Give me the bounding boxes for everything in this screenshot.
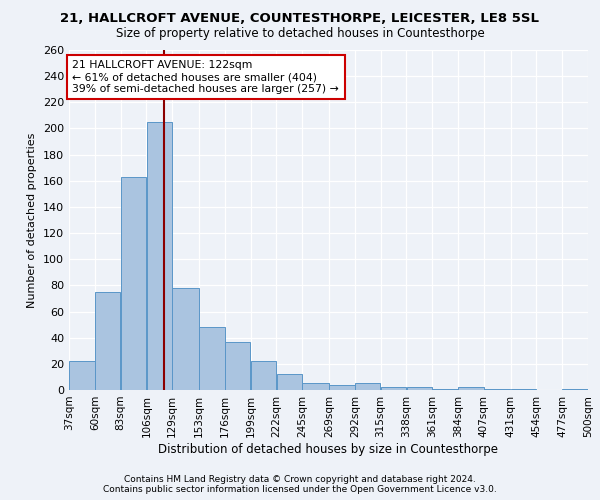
Bar — [95, 292, 121, 390]
Bar — [381, 388, 406, 390]
Bar — [433, 388, 458, 390]
Text: 21, HALLCROFT AVENUE, COUNTESTHORPE, LEICESTER, LE8 5SL: 21, HALLCROFT AVENUE, COUNTESTHORPE, LEI… — [61, 12, 539, 26]
Bar — [69, 361, 95, 390]
Text: Contains public sector information licensed under the Open Government Licence v3: Contains public sector information licen… — [103, 485, 497, 494]
Bar — [302, 384, 329, 390]
Y-axis label: Number of detached properties: Number of detached properties — [28, 132, 37, 308]
Bar — [407, 388, 432, 390]
Bar — [458, 388, 484, 390]
Bar — [172, 288, 199, 390]
Bar — [484, 388, 511, 390]
X-axis label: Distribution of detached houses by size in Countesthorpe: Distribution of detached houses by size … — [158, 442, 499, 456]
Text: 21 HALLCROFT AVENUE: 122sqm
← 61% of detached houses are smaller (404)
39% of se: 21 HALLCROFT AVENUE: 122sqm ← 61% of det… — [73, 60, 339, 94]
Bar — [511, 388, 536, 390]
Bar — [199, 327, 224, 390]
Bar — [251, 361, 276, 390]
Bar — [121, 177, 146, 390]
Bar — [355, 384, 380, 390]
Bar — [277, 374, 302, 390]
Bar — [146, 122, 172, 390]
Text: Size of property relative to detached houses in Countesthorpe: Size of property relative to detached ho… — [116, 28, 484, 40]
Text: Contains HM Land Registry data © Crown copyright and database right 2024.: Contains HM Land Registry data © Crown c… — [124, 475, 476, 484]
Bar — [225, 342, 250, 390]
Bar — [562, 388, 588, 390]
Bar — [329, 385, 355, 390]
